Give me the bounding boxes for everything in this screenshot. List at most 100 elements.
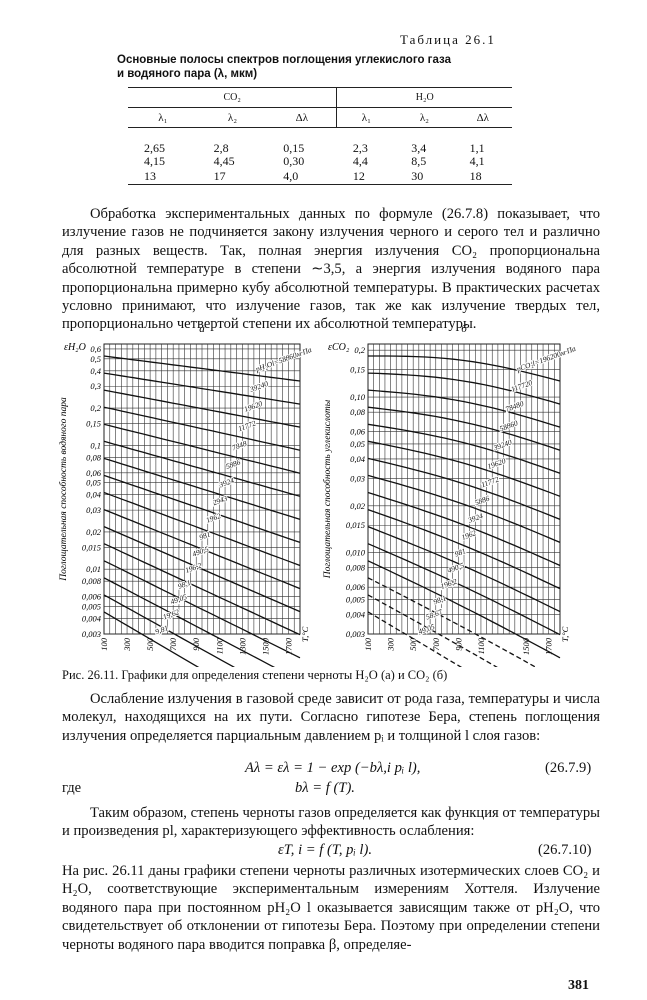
curve <box>367 423 561 474</box>
x-tick-label: 1700 <box>283 637 293 655</box>
table-cell: 0,15 <box>283 140 305 155</box>
curve <box>103 611 200 667</box>
y-tick-label: 0,005 <box>82 602 101 612</box>
y-tick-label: 0,1 <box>90 440 101 450</box>
formula-number: (26.7.10) <box>538 842 592 858</box>
table-cell: 2,3 <box>352 140 368 155</box>
y-tick-label: 0,15 <box>86 419 101 429</box>
table-title-line: Основные полосы спектров поглощения угле… <box>117 54 451 66</box>
figure: 0,60,50,40,30,20,150,10,080,060,050,040,… <box>58 323 578 667</box>
curve-label: 117720 <box>510 378 534 394</box>
y-tick-label: 0,010 <box>346 548 366 558</box>
table-cell: 17 <box>213 168 226 183</box>
paragraph: Обработка экспериментальных данных по фо… <box>62 206 600 333</box>
table-cell: 12 <box>352 168 365 183</box>
curve-label: 19620 <box>243 399 264 414</box>
y-tick-label: 0,03 <box>86 505 101 515</box>
where: где <box>62 780 82 796</box>
curve <box>367 577 537 667</box>
table-cell: 13 <box>144 168 156 183</box>
y-tick-label: 0,6 <box>90 344 101 354</box>
curve-label: 5886 <box>224 457 241 471</box>
figure-caption: Рис. 26.11. Графики для определения степ… <box>62 668 448 682</box>
column-header: λ₁ <box>158 111 168 124</box>
paragraph: Ослабление излучения в газовой среде зав… <box>62 691 600 744</box>
curve-label: 98,1 <box>432 593 447 606</box>
y-tick-label: 0,01 <box>86 564 101 574</box>
group-header: CO₂ <box>128 87 338 108</box>
curve-label: 196,2 <box>439 577 458 591</box>
curve <box>103 423 301 474</box>
table-row: 2,65 2,8 0,15 2,3 3,4 1,1 <box>128 128 512 154</box>
formula: Aλ = ελ = 1 − exp (−bλ,i pᵢ l), <box>245 760 421 776</box>
curve <box>103 355 301 382</box>
curve <box>103 543 301 636</box>
curve <box>103 372 301 405</box>
paragraph: Таким образом, степень черноты газов опр… <box>62 805 600 840</box>
y-tick-label: 0,4 <box>90 366 101 376</box>
table-cell: 3,4 <box>411 140 427 155</box>
paragraph: На рис. 26.11 даны графики степени черно… <box>62 863 600 953</box>
x-unit: T,°C <box>300 626 310 642</box>
y-tick-label: 0,004 <box>82 614 102 624</box>
formula: εT, i = f (T, pᵢ l). <box>278 842 372 858</box>
x-tick-label: 1100 <box>476 637 486 654</box>
column-header: Δλ <box>267 107 338 128</box>
y-symbol: εH₂O <box>64 342 86 353</box>
table-cell: 4,0 <box>283 168 299 183</box>
y-tick-label: 0,05 <box>350 439 365 449</box>
curve <box>367 457 561 521</box>
y-tick-label: 0,004 <box>346 610 366 620</box>
y-tick-label: 0,008 <box>346 563 366 573</box>
curve-label: 39240 <box>491 437 513 452</box>
y-tick-label: 0,2 <box>90 403 101 413</box>
y-axis-label: Поглощательная способность водяного пара <box>58 397 69 582</box>
curve-label: 58,67 <box>425 607 444 621</box>
x-tick-label: 500 <box>145 637 155 651</box>
x-tick-label: 700 <box>168 637 178 651</box>
y-tick-label: 0,06 <box>86 468 102 478</box>
x-tick-label: 1100 <box>214 637 224 654</box>
x-tick-label: 100 <box>99 637 109 651</box>
y-tick-label: 0,005 <box>346 594 365 604</box>
curve <box>103 491 301 567</box>
y-tick-label: 0,06 <box>350 427 366 437</box>
table-cell: 2,65 <box>144 140 165 155</box>
x-tick-label: 900 <box>191 637 201 651</box>
curve <box>103 594 236 667</box>
x-tick-label: 500 <box>408 637 418 651</box>
table-row: 13 17 4,0 12 30 18 <box>128 168 512 184</box>
curve <box>367 508 561 590</box>
x-unit: T,°C <box>560 626 570 642</box>
table-caption: Таблица 26.1 <box>400 32 496 47</box>
x-tick-label: 300 <box>386 637 396 652</box>
column-header: λ₁ <box>361 111 371 124</box>
column-header: Δλ <box>476 111 490 124</box>
curve <box>103 508 301 590</box>
page-number: 381 <box>568 978 589 993</box>
curve-label: pH₂Ol=58860м·Па <box>253 345 313 374</box>
table-cell: 4,15 <box>144 153 165 168</box>
x-tick-label: 300 <box>122 637 132 652</box>
y-tick-label: 0,015 <box>346 520 365 530</box>
x-tick-label: 1500 <box>260 637 270 655</box>
panel-label: б <box>461 323 467 335</box>
curve-label: 5886 <box>473 494 490 508</box>
curve <box>367 525 561 613</box>
table-cell: 2,8 <box>213 140 229 155</box>
y-tick-label: 0,04 <box>350 454 366 464</box>
curve <box>367 372 561 405</box>
table-cell: 18 <box>469 168 482 183</box>
curve-label: 11772 <box>480 475 500 490</box>
table-cell: 4,45 <box>213 153 235 168</box>
x-tick-label: 100 <box>363 637 373 651</box>
curve-label: 490,5 <box>446 561 465 575</box>
curve <box>367 389 561 428</box>
y-tick-label: 0,03 <box>350 473 365 483</box>
curve <box>103 389 301 428</box>
y-tick-label: 0,3 <box>90 381 101 391</box>
curve <box>367 560 561 659</box>
x-tick-label: 1300 <box>237 637 247 655</box>
y-tick-label: 0,003 <box>82 629 101 639</box>
table-row: 4,15 4,45 0,30 4,4 8,5 4,1 <box>128 154 512 169</box>
